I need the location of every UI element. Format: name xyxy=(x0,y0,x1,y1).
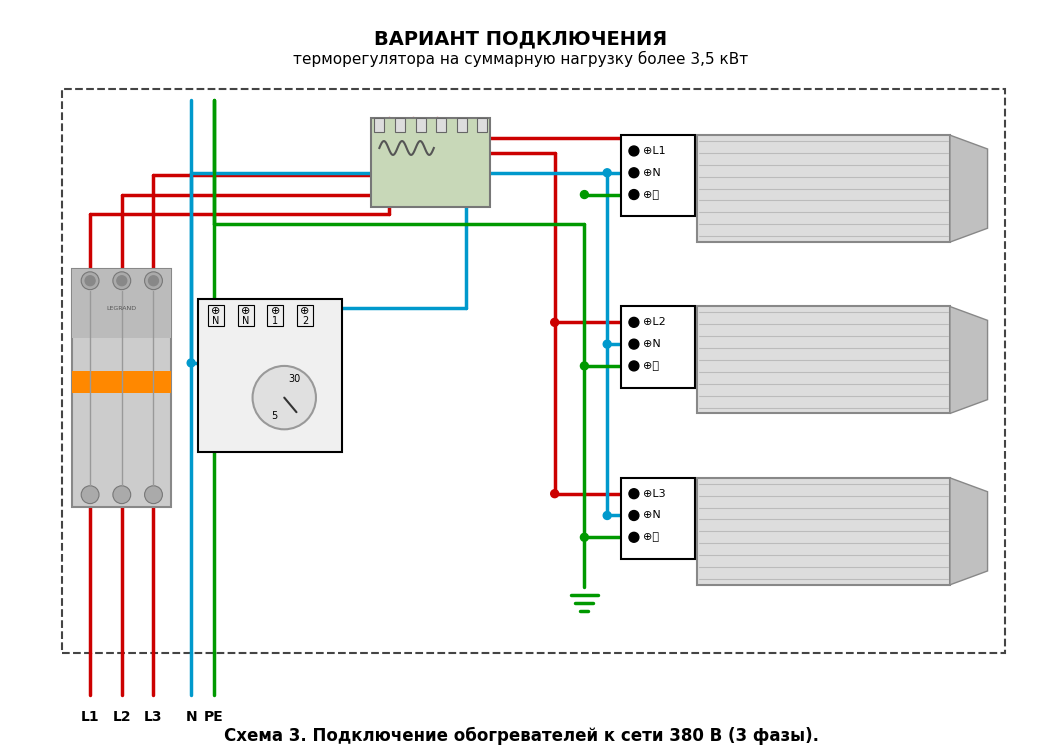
Text: 1: 1 xyxy=(272,316,278,326)
Text: терморегулятора на суммарную нагрузку более 3,5 кВт: терморегулятора на суммарную нагрузку бо… xyxy=(294,51,748,67)
Text: L2: L2 xyxy=(113,710,131,724)
Circle shape xyxy=(629,317,639,327)
Circle shape xyxy=(145,486,163,503)
Circle shape xyxy=(551,490,559,498)
Bar xyxy=(374,118,384,132)
Text: N: N xyxy=(242,316,249,326)
Text: ⊕: ⊕ xyxy=(212,307,221,316)
Text: ⊕⏚: ⊕⏚ xyxy=(643,190,659,200)
Text: L1: L1 xyxy=(81,710,99,724)
Bar xyxy=(297,304,313,326)
Circle shape xyxy=(113,486,130,503)
Bar xyxy=(456,118,467,132)
Text: L3: L3 xyxy=(144,710,163,724)
Text: ⊕L3: ⊕L3 xyxy=(643,489,666,499)
Circle shape xyxy=(113,272,130,290)
Text: ⊕: ⊕ xyxy=(271,307,280,316)
Text: ⊕N: ⊕N xyxy=(643,168,661,178)
Circle shape xyxy=(551,318,559,326)
Bar xyxy=(268,304,283,326)
Bar xyxy=(371,118,491,208)
Circle shape xyxy=(188,359,195,367)
Bar xyxy=(621,478,695,559)
Text: ⊕L1: ⊕L1 xyxy=(643,146,666,156)
Bar xyxy=(697,307,950,413)
Bar xyxy=(63,88,1006,653)
Circle shape xyxy=(252,366,316,429)
Bar xyxy=(72,370,171,393)
Circle shape xyxy=(629,511,639,520)
Bar xyxy=(621,307,695,388)
Text: 5: 5 xyxy=(271,412,277,422)
Text: 2: 2 xyxy=(302,316,308,326)
Bar xyxy=(697,135,950,242)
Text: ⊕⏚: ⊕⏚ xyxy=(643,361,659,371)
Text: N: N xyxy=(185,710,197,724)
Circle shape xyxy=(580,533,589,542)
Bar xyxy=(72,268,171,338)
Circle shape xyxy=(629,361,639,370)
Bar xyxy=(477,118,488,132)
Bar xyxy=(697,478,950,585)
Circle shape xyxy=(629,339,639,349)
Text: ⊕: ⊕ xyxy=(241,307,250,316)
Text: 30: 30 xyxy=(288,374,300,384)
Text: ВАРИАНТ ПОДКЛЮЧЕНИЯ: ВАРИАНТ ПОДКЛЮЧЕНИЯ xyxy=(374,29,668,48)
Text: Схема 3. Подключение обогревателей к сети 380 В (3 фазы).: Схема 3. Подключение обогревателей к сет… xyxy=(223,727,819,745)
Circle shape xyxy=(603,512,612,520)
Circle shape xyxy=(580,190,589,199)
Circle shape xyxy=(117,276,127,286)
Bar xyxy=(416,118,425,132)
Bar xyxy=(208,304,224,326)
Circle shape xyxy=(580,362,589,370)
Bar xyxy=(621,135,695,216)
Text: N: N xyxy=(213,316,220,326)
Bar xyxy=(198,298,342,452)
Text: ⊕L2: ⊕L2 xyxy=(643,317,666,327)
Bar xyxy=(238,304,253,326)
Polygon shape xyxy=(950,478,988,585)
Circle shape xyxy=(85,276,95,286)
Circle shape xyxy=(149,276,158,286)
Circle shape xyxy=(81,486,99,503)
Circle shape xyxy=(603,169,612,177)
Bar xyxy=(395,118,405,132)
Circle shape xyxy=(81,272,99,290)
Bar xyxy=(437,118,446,132)
Circle shape xyxy=(629,532,639,542)
Text: ⊕⏚: ⊕⏚ xyxy=(643,532,659,542)
Text: ⊕N: ⊕N xyxy=(643,339,661,350)
Circle shape xyxy=(629,489,639,499)
Text: ⊕: ⊕ xyxy=(300,307,309,316)
Circle shape xyxy=(145,272,163,290)
Text: LEGRAND: LEGRAND xyxy=(106,306,137,311)
Text: ⊕N: ⊕N xyxy=(643,511,661,520)
Polygon shape xyxy=(950,307,988,413)
Text: PE: PE xyxy=(204,710,224,724)
Circle shape xyxy=(603,340,612,348)
Bar xyxy=(72,268,171,506)
Circle shape xyxy=(629,146,639,156)
Circle shape xyxy=(629,168,639,178)
Circle shape xyxy=(629,190,639,200)
Polygon shape xyxy=(950,135,988,242)
